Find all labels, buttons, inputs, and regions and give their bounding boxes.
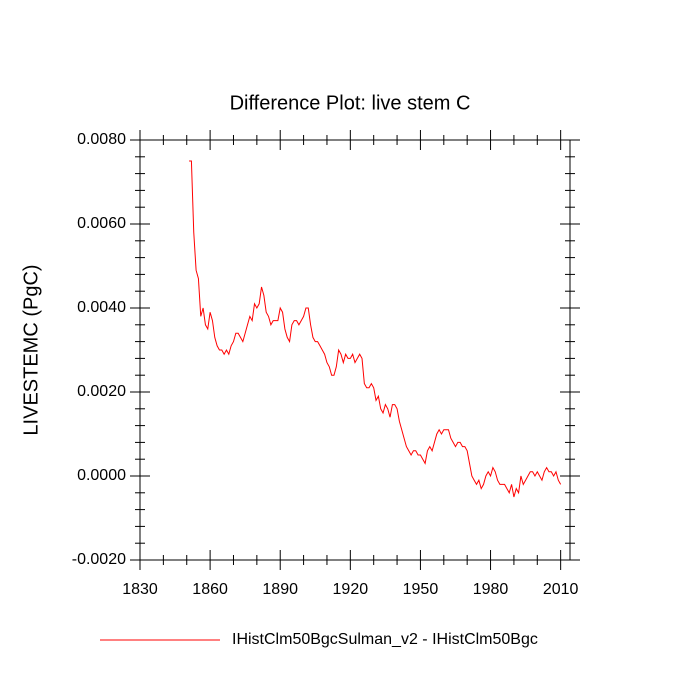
x-tick-label: 1950 xyxy=(403,581,439,598)
x-tick-label: 1830 xyxy=(122,581,158,598)
x-tick-label: 2010 xyxy=(543,581,579,598)
y-axis-label: LIVESTEMC (PgC) xyxy=(20,264,42,435)
chart-title: Difference Plot: live stem C xyxy=(230,92,471,114)
y-tick-label: 0.0020 xyxy=(77,383,126,400)
x-tick-label: 1860 xyxy=(192,581,228,598)
x-tick-label: 1920 xyxy=(333,581,369,598)
y-tick-label: 0.0080 xyxy=(77,131,126,148)
x-tick-label: 1980 xyxy=(473,581,509,598)
y-tick-label: 0.0060 xyxy=(77,215,126,232)
y-tick-label: 0.0040 xyxy=(77,299,126,316)
legend-label: IHistClm50BgcSulman_v2 - IHistClm50Bgc xyxy=(232,631,538,648)
plot-frame xyxy=(139,139,571,561)
x-tick-label: 1890 xyxy=(262,581,298,598)
data-line xyxy=(189,160,562,498)
y-tick-label: -0.0020 xyxy=(72,551,126,568)
y-tick-label: 0.0000 xyxy=(77,467,126,484)
